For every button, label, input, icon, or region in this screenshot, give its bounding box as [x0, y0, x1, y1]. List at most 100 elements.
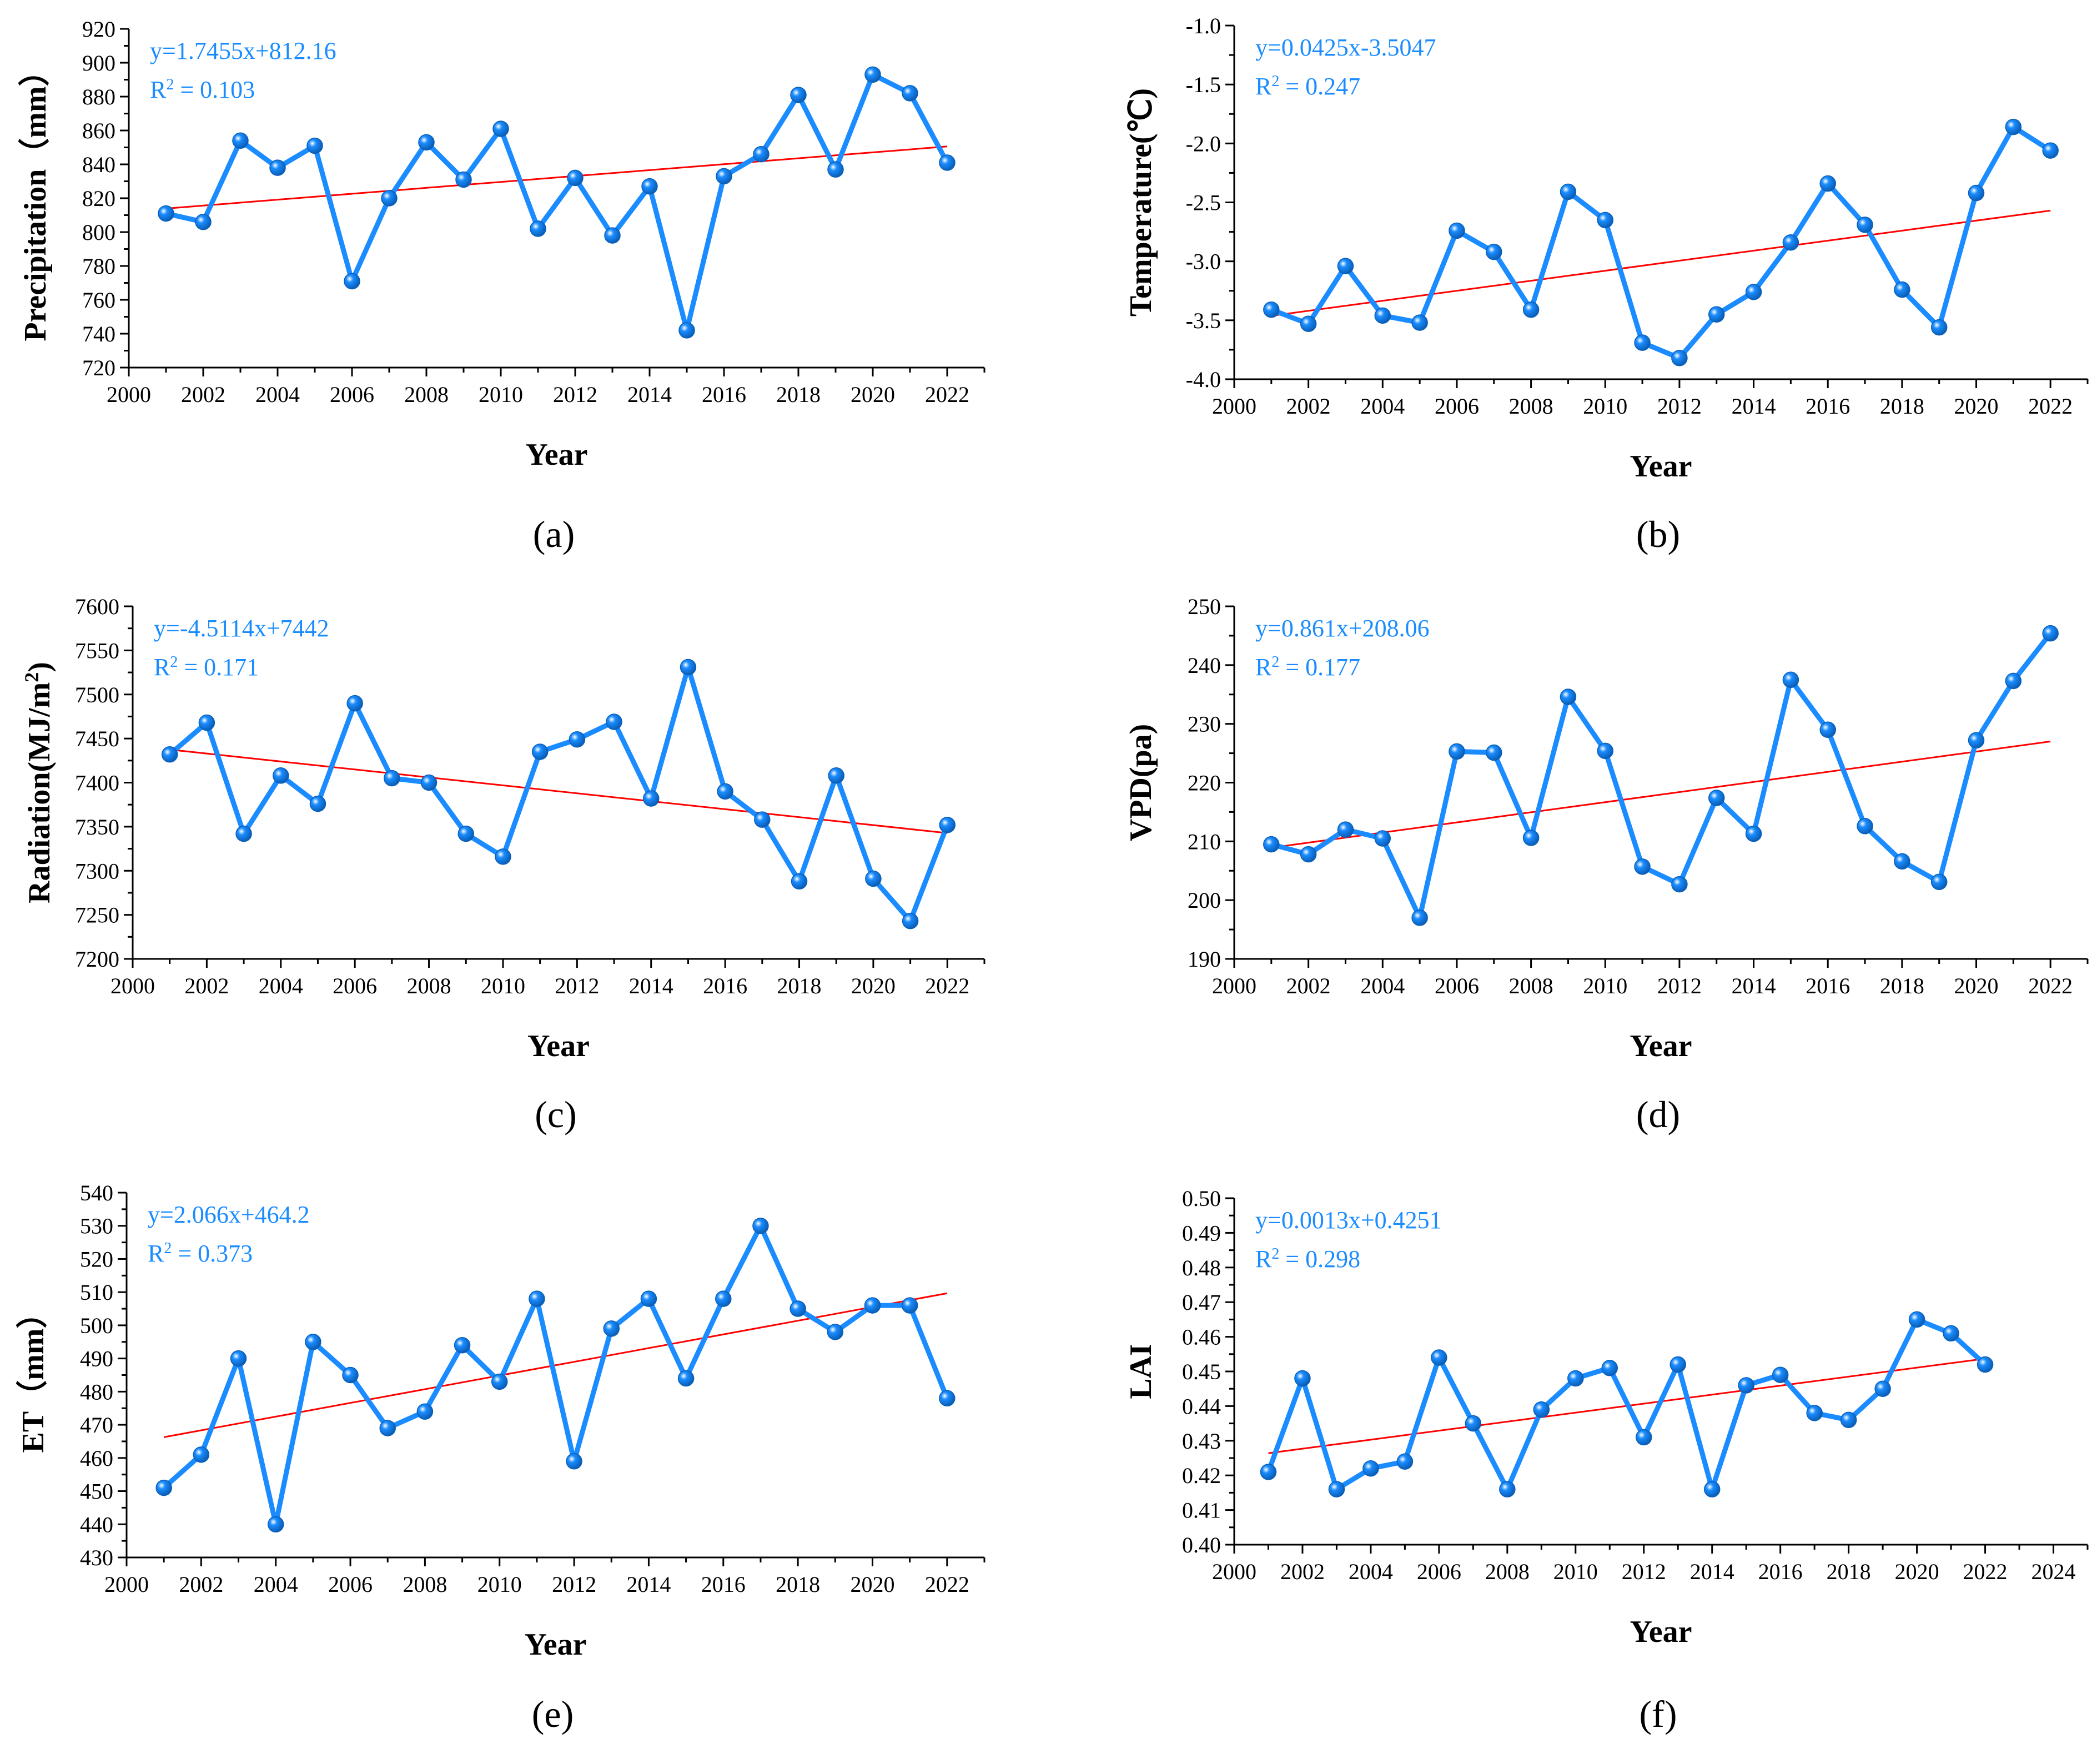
data-point: [1337, 821, 1354, 838]
data-point: [1819, 721, 1836, 738]
data-point: [1263, 301, 1280, 318]
y-tick-label: 880: [82, 84, 115, 109]
y-axis-title: LAI: [1124, 1344, 1158, 1399]
data-point: [1738, 1377, 1754, 1394]
x-tick-label: 2006: [328, 1572, 373, 1597]
x-tick-label: 2016: [701, 1572, 746, 1597]
x-tick-label: 2018: [1880, 394, 1924, 419]
trend-line: [163, 1292, 948, 1438]
data-point: [1908, 1311, 1925, 1328]
data-point: [235, 825, 252, 842]
x-tick-label: 2004: [1360, 394, 1405, 419]
data-point: [381, 190, 398, 207]
data-point: [1601, 1360, 1618, 1376]
r-squared-superscript: 2: [170, 654, 178, 671]
x-tick-label: 2004: [254, 1572, 298, 1597]
y-tick-label: -3.0: [1186, 249, 1221, 274]
data-point: [454, 1336, 471, 1354]
x-tick-label: 2014: [1732, 973, 1776, 998]
y-axis-title: ET（mm）: [16, 1298, 51, 1453]
y-tick-label: 440: [80, 1512, 113, 1537]
data-point: [1968, 732, 1985, 749]
data-point: [1708, 306, 1725, 323]
x-tick-label: 2010: [1583, 973, 1627, 998]
x-axis-title: Year: [525, 1627, 587, 1662]
x-tick-label: 2020: [1895, 1559, 1939, 1584]
data-point: [752, 1217, 769, 1234]
x-tick-label: 2020: [851, 382, 895, 407]
data-point: [1374, 307, 1391, 324]
y-axis-title-end: ): [22, 662, 57, 672]
data-point: [193, 1446, 210, 1463]
x-tick-label: 2010: [1553, 1559, 1598, 1584]
y-tick-label: 740: [82, 321, 115, 346]
trend-line: [169, 748, 948, 834]
data-point: [344, 273, 360, 290]
y-tick-label: 250: [1188, 594, 1221, 619]
trend-equation: y=-4.5114x+7442: [154, 615, 329, 642]
y-axis-title: Precipitation（mm）: [18, 55, 53, 341]
r-squared-superscript: 2: [1271, 73, 1279, 90]
x-tick-label: 2012: [1622, 1559, 1666, 1584]
x-tick-label: 2024: [2031, 1559, 2076, 1584]
data-point: [1745, 825, 1762, 842]
x-tick-label: 2012: [555, 973, 599, 998]
data-point: [1560, 183, 1577, 200]
r-squared: R2 = 0.103: [150, 76, 255, 104]
y-tick-label: -1.5: [1186, 72, 1221, 97]
trend-equation: y=0.861x+208.06: [1255, 615, 1430, 642]
x-tick-label: 2000: [110, 973, 155, 998]
x-tick-label: 2012: [1657, 973, 1702, 998]
y-axis-title-text: Radiation(MJ/m: [22, 682, 57, 903]
x-tick-label: 2014: [1732, 394, 1776, 419]
data-point: [1260, 1464, 1277, 1480]
data-point: [1669, 1356, 1686, 1373]
y-tick-label: 0.48: [1182, 1255, 1221, 1280]
data-point: [1857, 217, 1873, 233]
x-tick-label: 2012: [552, 1572, 596, 1597]
data-point: [1597, 742, 1614, 760]
data-point: [1597, 212, 1614, 229]
y-tick-label: -1.0: [1186, 13, 1221, 38]
y-tick-label: 520: [80, 1247, 113, 1272]
y-tick-label: 860: [82, 118, 115, 143]
y-tick-label: 210: [1188, 829, 1221, 854]
x-tick-label: 2004: [1349, 1559, 1393, 1584]
r-squared-value: = 0.373: [172, 1240, 253, 1267]
data-point: [2042, 625, 2059, 642]
y-tick-label: 820: [82, 186, 115, 211]
x-tick-label: 2020: [850, 1572, 894, 1597]
r-squared-value: = 0.177: [1279, 654, 1360, 681]
panel-label: (a): [533, 513, 575, 555]
data-point: [1703, 1481, 1721, 1497]
r-squared-prefix: R: [1255, 1245, 1272, 1273]
x-tick-label: 2004: [259, 973, 303, 998]
x-tick-label: 2004: [1360, 973, 1405, 998]
x-tick-label: 2008: [1485, 1559, 1530, 1584]
y-tick-label: -3.5: [1186, 308, 1221, 333]
data-point: [902, 85, 918, 102]
data-point: [939, 816, 956, 833]
x-tick-label: 2002: [184, 973, 229, 998]
data-point: [1499, 1481, 1516, 1497]
x-tick-label: 2022: [1963, 1559, 2008, 1584]
trend-line: [1271, 209, 2051, 317]
y-tick-label: 0.50: [1182, 1186, 1221, 1211]
r-squared-prefix: R: [148, 1240, 164, 1267]
r-squared-value: = 0.103: [174, 76, 255, 103]
data-point: [1634, 858, 1651, 875]
data-point: [1806, 1405, 1823, 1421]
data-point: [2042, 142, 2059, 159]
x-tick-label: 2018: [1827, 1559, 1871, 1584]
y-tick-label: 430: [80, 1545, 113, 1570]
chart-panel: 2000 2002 2004 2006 2008 2010 2012 2014 2016 2018…: [1124, 594, 2089, 1135]
y-tick-label: 200: [1188, 888, 1221, 913]
x-tick-label: 2000: [1212, 973, 1256, 998]
data-point: [1465, 1415, 1482, 1432]
data-point: [827, 161, 844, 178]
y-tick-label: 190: [1188, 947, 1221, 972]
data-point: [790, 87, 807, 103]
y-tick-label: -4.0: [1186, 367, 1221, 392]
y-tick-label: -2.5: [1186, 190, 1221, 215]
y-axis-title-text: Temperature(℃): [1124, 88, 1158, 316]
